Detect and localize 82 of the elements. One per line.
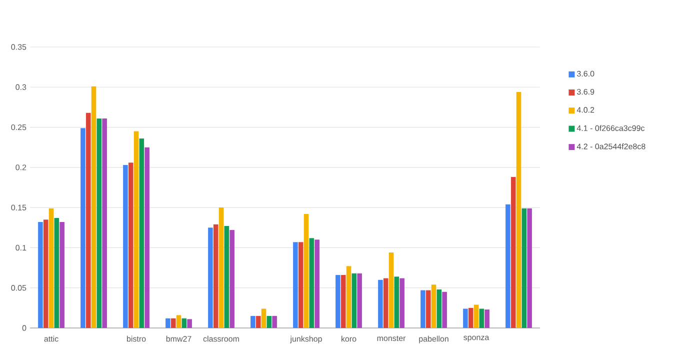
bar [261,308,266,328]
bar [60,222,64,328]
bar [436,289,442,328]
bar [43,220,48,328]
x-tick-label: junkshop [290,336,322,344]
bar [123,165,128,328]
bar [394,276,400,328]
x-tick-label: pabellon [419,336,448,344]
x-tick-label: koro [342,336,356,342]
bar [340,274,346,328]
bar [468,308,474,328]
bar [170,318,176,328]
bar [218,208,224,328]
bar [38,222,43,328]
bar [134,131,139,328]
bar [442,292,447,328]
bar [479,308,484,328]
y-tick-label: 0.3 [16,84,26,90]
bar [431,284,436,328]
bar [91,86,96,328]
bar [272,316,277,328]
bar [298,242,304,328]
bar [420,290,426,328]
legend-label: 4.0.2 [576,107,594,113]
x-tick-label: sponza [464,336,490,342]
bar [128,162,134,328]
bar [426,290,431,328]
y-tick-label: 0.15 [11,204,26,210]
bar [230,230,234,328]
bar [314,240,320,328]
bar [213,224,218,328]
legend-label: 4.2 - 0a2544f2e8c8 [576,143,646,150]
bar [208,228,213,328]
bar [463,308,468,328]
bar [293,242,298,328]
bar [352,273,357,328]
bar [80,128,86,328]
y-tick-label: 0.25 [11,124,26,130]
bar [522,208,527,328]
bar [336,274,340,328]
legend-label: 4.1 - 0f266ca3c99c [576,125,645,131]
x-tick-label: bmw27 [166,336,192,342]
bar [378,280,383,328]
bar [182,318,187,328]
x-tick-label: classroom [203,336,239,342]
bar [383,278,388,328]
legend-label: 3.6.9 [577,88,594,95]
bar [176,315,182,328]
bar [86,112,91,328]
y-tick-label: 0.35 [11,44,26,50]
bar [484,310,490,328]
bar [400,278,404,328]
bar [388,252,394,328]
bar [250,316,256,328]
bar [48,208,54,328]
bar [304,214,309,328]
x-tick-label: bistro [126,336,146,342]
bar [357,273,362,328]
bar [510,177,516,328]
bar [139,138,144,328]
bar [187,319,192,328]
bar [54,218,60,328]
y-tick-label: 0.2 [16,164,26,170]
bar [266,316,272,328]
x-tick-label: attic [44,336,58,342]
bar [102,118,107,328]
x-tick-label: monster [377,336,406,342]
legend-label: 3.6.0 [577,70,594,77]
bar [96,118,102,328]
bar [166,318,170,328]
bar [256,316,261,328]
bar [527,208,532,328]
bar [224,226,230,328]
bar [474,304,479,328]
bar [309,238,314,328]
bar [144,147,150,328]
bar [506,204,510,328]
bar [346,266,352,328]
bar [516,92,522,328]
y-tick-label: 0.05 [11,285,26,291]
y-tick-label: 0.1 [16,244,26,251]
y-tick-label: 0 [22,325,26,331]
